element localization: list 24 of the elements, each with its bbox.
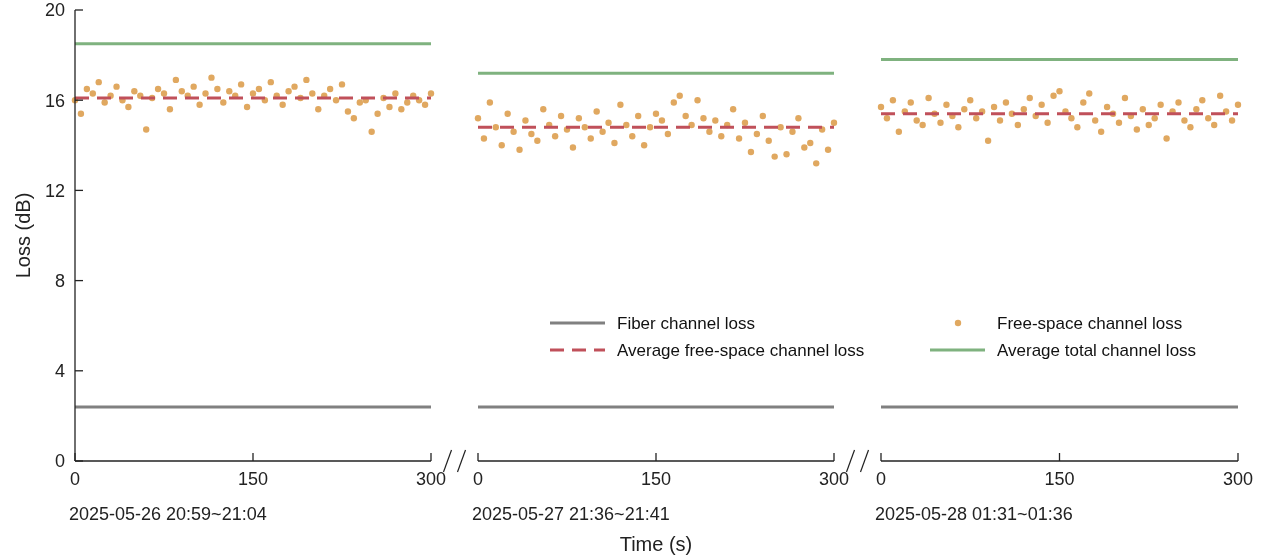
x-axis-title: 2025-05-26 20:59~21:04: [69, 504, 267, 524]
x-tick-label: 150: [640, 469, 672, 489]
legend-label: Average free-space channel loss: [617, 340, 865, 360]
x-axis-title: 2025-05-27 21:36~21:41: [472, 504, 670, 524]
y-tick-label: 8: [54, 270, 65, 291]
legend-label: Free-space channel loss: [997, 313, 1183, 333]
legend-label: Fiber channel loss: [617, 313, 755, 333]
y-tick-label: 12: [44, 180, 65, 201]
x-tick-label: 0: [69, 469, 81, 489]
x-tick-label: 0: [472, 469, 484, 489]
x-tick-label: 0: [875, 469, 887, 489]
x-tick-label: 150: [237, 469, 269, 489]
text: Time (s): [619, 533, 693, 555]
y-tick-label: 16: [44, 90, 65, 111]
x-axis-title: 2025-05-28 01:31~01:36: [875, 504, 1073, 524]
y-tick-label: 0: [54, 451, 65, 472]
y-axis-title: Loss (dB): [12, 192, 34, 279]
x-tick-label: 300: [415, 469, 447, 489]
x-tick-label: 300: [818, 469, 850, 489]
x-tick-label: 300: [1222, 469, 1254, 489]
y-tick-label: 4: [54, 361, 65, 382]
x-tick-label: 150: [1044, 469, 1075, 489]
y-tick-label: 20: [44, 0, 65, 21]
legend-label: Average total channel loss: [997, 340, 1197, 360]
